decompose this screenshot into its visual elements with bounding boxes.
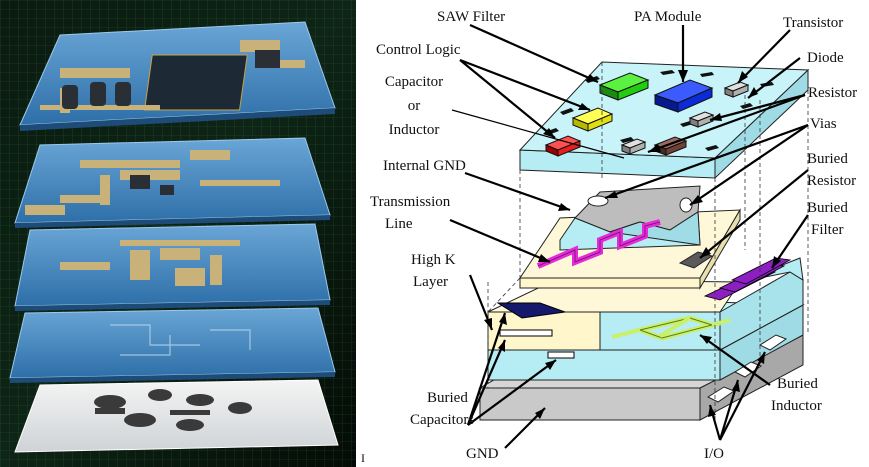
label-buried-filter-2: Filter <box>811 222 844 238</box>
ltcc-layer-stack-photo <box>0 0 356 467</box>
saw-filter-component <box>598 72 650 101</box>
photo-layer-1 <box>19 21 336 131</box>
photo-layer-3 <box>14 223 331 311</box>
label-buried-capacitors-2: Capacitors <box>410 412 475 428</box>
label-line: Line <box>385 216 413 232</box>
photo-layer-2 <box>14 137 331 228</box>
projection-lines <box>487 62 809 420</box>
label-inductor: Inductor <box>388 122 440 138</box>
label-control-logic: Control Logic <box>376 42 461 58</box>
label-vias: Vias <box>810 116 837 132</box>
arrow-heads <box>484 70 781 419</box>
pa-module-component <box>653 79 714 113</box>
top-substrate <box>518 61 810 180</box>
separator-mark: I <box>361 451 365 465</box>
label-pa-module: PA Module <box>634 9 702 25</box>
label-transmission: Transmission <box>370 194 451 210</box>
label-internal-gnd: Internal GND <box>383 158 466 174</box>
label-buried-filter-1: Buried <box>807 200 848 216</box>
label-buried-resistor-1: Buried <box>807 151 848 167</box>
resistor-component <box>688 111 715 128</box>
label-io: I/O <box>704 446 724 462</box>
middle-layer <box>519 185 741 290</box>
label-buried-resistor-2: Resistor <box>807 173 857 189</box>
label-capacitor: Capacitor <box>384 74 444 90</box>
label-saw-filter: SAW Filter <box>437 9 506 25</box>
transistor-component <box>723 81 750 98</box>
photo-layer-4 <box>9 307 336 383</box>
label-resistor: Resistor <box>808 85 858 101</box>
label-or: or <box>407 98 421 114</box>
label-diode: Diode <box>807 50 844 66</box>
label-buried-capacitors-1: Buried <box>427 390 468 406</box>
label-buried-inductor-1: Buried <box>777 376 818 392</box>
label-gnd: GND <box>466 446 499 462</box>
label-transistor: Transistor <box>783 15 844 31</box>
photo-layer-5 <box>14 379 339 453</box>
buried-inductor <box>611 315 731 341</box>
ltcc-module-diagram <box>449 23 810 449</box>
label-high-k: High K <box>411 252 456 268</box>
label-buried-inductor-2: Inductor <box>771 398 822 414</box>
bottom-substrate-block <box>487 257 805 381</box>
diode-component <box>620 138 647 155</box>
label-layer: Layer <box>413 274 448 290</box>
buried-capacitor <box>496 302 575 359</box>
